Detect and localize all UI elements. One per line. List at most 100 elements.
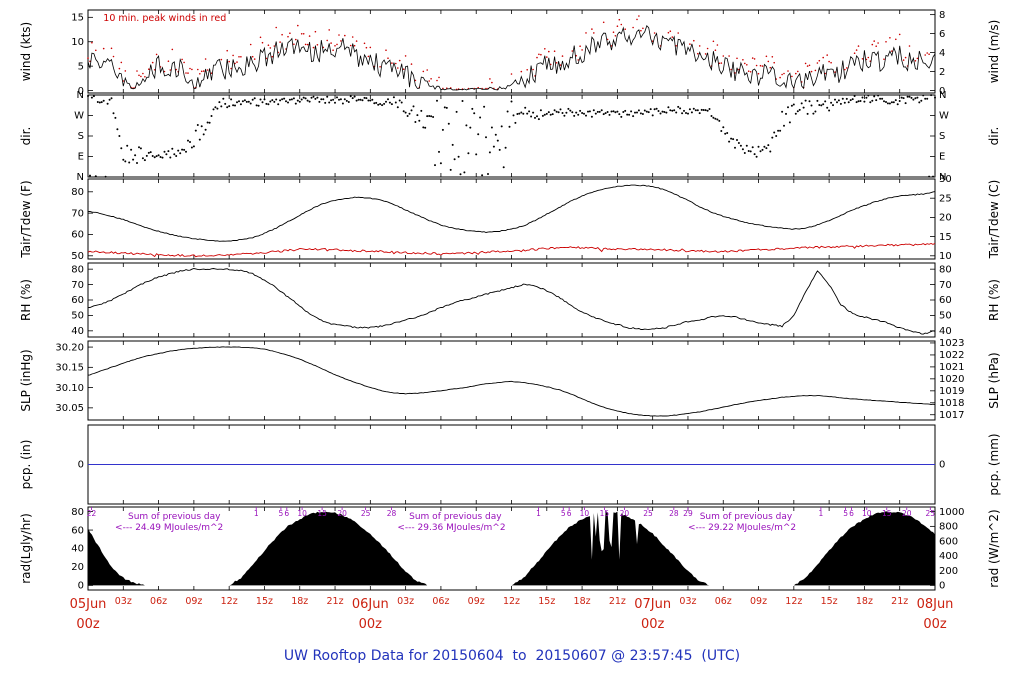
dir-dot — [924, 97, 927, 100]
wind-peak-dot — [428, 80, 431, 82]
dir-dot — [845, 97, 848, 100]
dir-dot — [214, 106, 217, 109]
wind-peak-dot — [155, 53, 158, 56]
dir-dot — [928, 175, 931, 178]
wind-peak-dot — [532, 68, 534, 71]
y-tick-label-right: S — [939, 131, 945, 142]
wind-peak-dot — [769, 66, 772, 69]
wind-peak-dot — [561, 55, 564, 57]
dir-dot — [241, 100, 244, 103]
dir-dot — [171, 147, 174, 150]
dir-dot — [812, 112, 815, 115]
rad-progress-label: 28 — [669, 509, 679, 518]
dir-dot — [288, 98, 291, 101]
rad-progress-label: 15 — [600, 509, 610, 518]
dir-dot — [790, 104, 793, 107]
dir-dot — [820, 104, 823, 107]
wind-peak-dot — [397, 67, 399, 69]
wind-peak-dot — [579, 45, 581, 47]
wind-peak-dot — [593, 32, 595, 34]
wind-peak-dot — [240, 56, 242, 58]
dir-dot — [285, 100, 287, 103]
dir-dot — [930, 94, 933, 97]
wind-peak-dot — [202, 70, 205, 72]
dir-dot — [522, 112, 525, 115]
wind-peak-dot — [199, 73, 201, 75]
x-minor-label: 15z — [538, 596, 555, 607]
wind-peak-dot — [314, 30, 317, 33]
dir-dot — [116, 128, 119, 131]
dir-dot — [883, 100, 885, 103]
dir-dot — [824, 100, 827, 103]
dir-dot — [383, 102, 386, 105]
dir-dot — [918, 101, 921, 104]
dir-dot — [94, 175, 97, 178]
dir-dot — [557, 111, 560, 114]
dir-dot — [296, 99, 299, 102]
dir-dot — [843, 101, 846, 104]
wind-peak-dot — [795, 72, 797, 75]
wind-peak-dot — [698, 45, 701, 47]
y-tick-label-right: 2 — [939, 67, 945, 78]
dir-dot — [614, 111, 617, 114]
dir-dot — [259, 98, 262, 101]
wind-peak-dot — [871, 43, 874, 46]
axis-label-right-rad: rad (W/m^2) — [987, 509, 1001, 587]
dir-dot — [708, 108, 711, 110]
wind-peak-dot — [297, 24, 299, 27]
dir-dot — [781, 110, 784, 113]
dir-dot — [832, 104, 834, 107]
wind-peak-dot — [538, 53, 540, 56]
y-tick-label-right: 15 — [939, 232, 952, 243]
dir-dot — [485, 136, 487, 139]
wind-peak-dot — [89, 60, 91, 63]
rad-progress-label: 15 — [882, 509, 892, 518]
dir-dot — [753, 153, 756, 156]
y-tick-label-left: 80 — [71, 264, 84, 275]
wind-trace — [87, 24, 936, 91]
dir-dot — [339, 98, 342, 101]
dir-dot — [500, 125, 503, 128]
dir-dots — [87, 94, 936, 178]
dir-dot — [624, 109, 627, 112]
dir-dot — [794, 112, 797, 115]
dir-dot — [90, 96, 93, 99]
dir-dot — [351, 97, 354, 100]
dir-dot — [251, 98, 254, 101]
dir-dot — [706, 109, 709, 112]
dir-dot — [696, 109, 699, 112]
y-tick-label-left: 0 — [78, 86, 84, 97]
wind-peak-dot — [334, 45, 336, 47]
wind-peak-dot — [638, 15, 640, 17]
dir-dot — [516, 113, 519, 115]
dir-dot — [922, 94, 925, 97]
dir-dot — [914, 97, 917, 100]
wind-peak-dot — [171, 48, 174, 51]
y-tick-label-left: 80 — [71, 507, 84, 518]
dir-dot — [590, 115, 593, 118]
dir-dot — [87, 95, 89, 97]
rad-progress-label: 5 — [843, 509, 848, 518]
wind-peak-dot — [844, 68, 846, 71]
dir-dot — [539, 109, 542, 112]
dir-dot — [796, 110, 799, 113]
dir-dot — [822, 103, 825, 106]
dir-dot — [583, 112, 585, 115]
dir-dot — [373, 102, 376, 105]
dir-dot — [792, 103, 795, 106]
dir-dot — [159, 156, 162, 158]
dir-dot — [371, 98, 374, 101]
wind-peak-dot — [353, 44, 356, 47]
axis-label-left-pcp: pcp. (in) — [19, 440, 33, 490]
dir-dot — [318, 100, 321, 103]
wind-peak-dot — [332, 49, 334, 51]
dir-dot — [912, 98, 915, 101]
dir-dot — [422, 126, 425, 129]
dir-dot — [385, 100, 387, 103]
dir-dot — [151, 155, 154, 157]
y-tick-label-right: 800 — [939, 522, 958, 533]
rad-sum-label: Sum of previous day — [409, 512, 502, 522]
dir-dot — [461, 100, 464, 102]
rad-progress-label: 1 — [254, 509, 259, 518]
dir-dot — [567, 107, 570, 110]
